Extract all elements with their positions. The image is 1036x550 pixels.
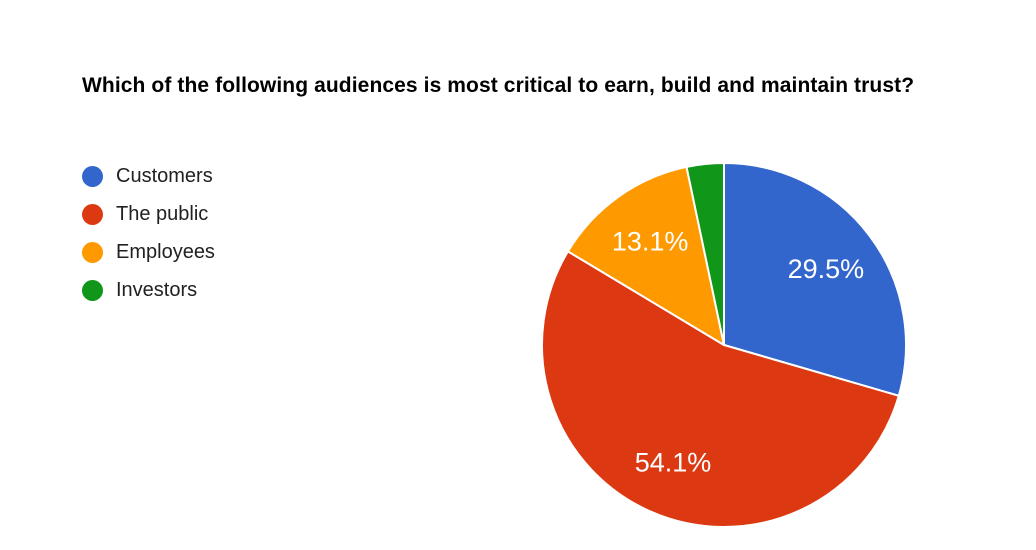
legend-item-label: Customers — [116, 164, 213, 187]
legend-item-the-public: The public — [82, 195, 215, 233]
legend-color-dot-icon — [82, 165, 103, 187]
pie-slice-the-public[interactable] — [541, 250, 900, 528]
pie-slice-label-customers: 29.5% — [788, 254, 865, 284]
pie-slice-investors[interactable] — [685, 162, 725, 346]
legend-item-investors: Investors — [82, 271, 215, 309]
legend-color-dot-icon — [82, 241, 103, 263]
pie-slice-customers[interactable] — [723, 162, 907, 397]
legend-color-dot-icon — [82, 203, 103, 225]
legend-color-dot-icon — [82, 279, 103, 301]
legend-item-label: Employees — [116, 240, 215, 263]
pie-slice-employees[interactable] — [566, 165, 725, 346]
legend-item-label: The public — [116, 202, 209, 225]
chart-title: Which of the following audiences is most… — [82, 74, 915, 97]
pie-slice-label-employees: 13.1% — [612, 227, 689, 257]
pie-slice-label-the-public: 54.1% — [635, 447, 712, 477]
legend: Customers The public Employees Investors — [82, 157, 215, 309]
legend-item-customers: Customers — [82, 157, 215, 195]
pie-chart: 29.5% 54.1% 13.1% — [541, 162, 907, 528]
legend-item-label: Investors — [116, 278, 198, 301]
legend-item-employees: Employees — [82, 233, 215, 271]
